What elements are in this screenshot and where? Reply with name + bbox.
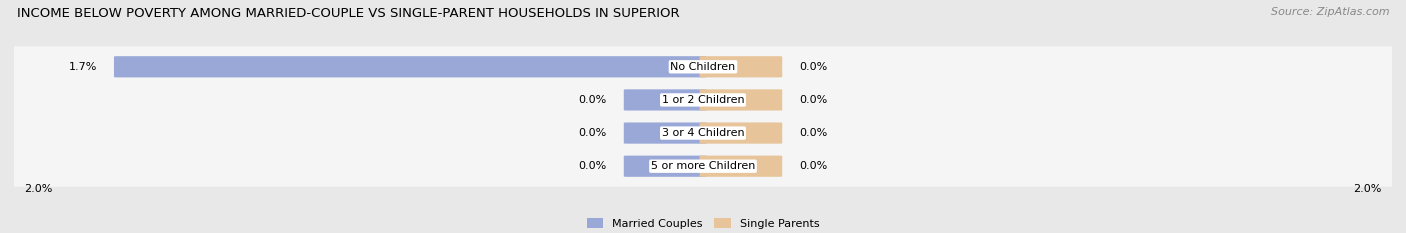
FancyBboxPatch shape: [4, 113, 1402, 154]
Text: Source: ZipAtlas.com: Source: ZipAtlas.com: [1271, 7, 1389, 17]
FancyBboxPatch shape: [700, 156, 782, 177]
FancyBboxPatch shape: [4, 146, 1402, 187]
FancyBboxPatch shape: [624, 123, 706, 144]
Text: 5 or more Children: 5 or more Children: [651, 161, 755, 171]
Text: 0.0%: 0.0%: [578, 128, 606, 138]
Text: 0.0%: 0.0%: [800, 128, 828, 138]
Text: INCOME BELOW POVERTY AMONG MARRIED-COUPLE VS SINGLE-PARENT HOUSEHOLDS IN SUPERIO: INCOME BELOW POVERTY AMONG MARRIED-COUPL…: [17, 7, 679, 20]
FancyBboxPatch shape: [4, 79, 1402, 120]
Text: 0.0%: 0.0%: [800, 95, 828, 105]
Text: 0.0%: 0.0%: [800, 161, 828, 171]
FancyBboxPatch shape: [624, 156, 706, 177]
Text: 2.0%: 2.0%: [24, 184, 53, 194]
FancyBboxPatch shape: [114, 56, 706, 77]
Text: 0.0%: 0.0%: [578, 95, 606, 105]
FancyBboxPatch shape: [4, 46, 1402, 87]
Text: No Children: No Children: [671, 62, 735, 72]
Text: 3 or 4 Children: 3 or 4 Children: [662, 128, 744, 138]
FancyBboxPatch shape: [624, 89, 706, 110]
Text: 1.7%: 1.7%: [69, 62, 97, 72]
FancyBboxPatch shape: [700, 56, 782, 77]
Text: 0.0%: 0.0%: [800, 62, 828, 72]
Text: 1 or 2 Children: 1 or 2 Children: [662, 95, 744, 105]
FancyBboxPatch shape: [700, 89, 782, 110]
Legend: Married Couples, Single Parents: Married Couples, Single Parents: [582, 214, 824, 233]
Text: 2.0%: 2.0%: [1353, 184, 1382, 194]
FancyBboxPatch shape: [700, 123, 782, 144]
Text: 0.0%: 0.0%: [578, 161, 606, 171]
